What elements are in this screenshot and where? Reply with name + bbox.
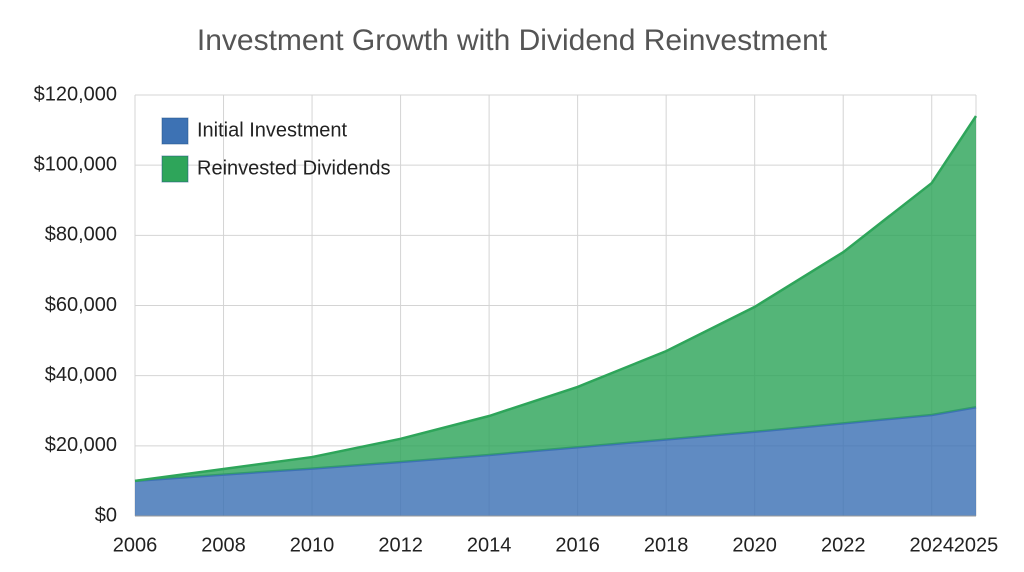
y-tick-label: $80,000 (45, 224, 117, 246)
x-tick-label: 2018 (644, 534, 689, 556)
x-tick-label: 2016 (555, 534, 600, 556)
y-tick-label: $40,000 (45, 364, 117, 386)
x-tick-label: 2020 (732, 534, 777, 556)
y-tick-label: $0 (95, 504, 117, 526)
x-tick-label: 2025 (954, 534, 999, 556)
x-tick-label: 2006 (113, 534, 158, 556)
x-tick-label: 2022 (821, 534, 866, 556)
y-tick-label: $60,000 (45, 294, 117, 316)
y-tick-label: $100,000 (34, 153, 117, 175)
x-tick-label: 2014 (467, 534, 512, 556)
y-tick-label: $20,000 (45, 434, 117, 456)
x-tick-label: 2008 (201, 534, 246, 556)
x-tick-label: 2012 (378, 534, 423, 556)
x-tick-label: 2010 (290, 534, 335, 556)
legend-label: Reinvested Dividends (197, 157, 390, 179)
area (135, 116, 976, 481)
y-tick-label: $120,000 (34, 83, 117, 105)
chart-title: Investment Growth with Dividend Reinvest… (197, 24, 828, 57)
area (135, 407, 976, 516)
area-line (134, 115, 978, 483)
area-line (134, 406, 977, 483)
x-tick-label: 2024 (909, 534, 954, 556)
legend-label: Initial Investment (197, 119, 348, 141)
legend-swatch (161, 155, 189, 183)
legend-swatch (161, 117, 189, 145)
